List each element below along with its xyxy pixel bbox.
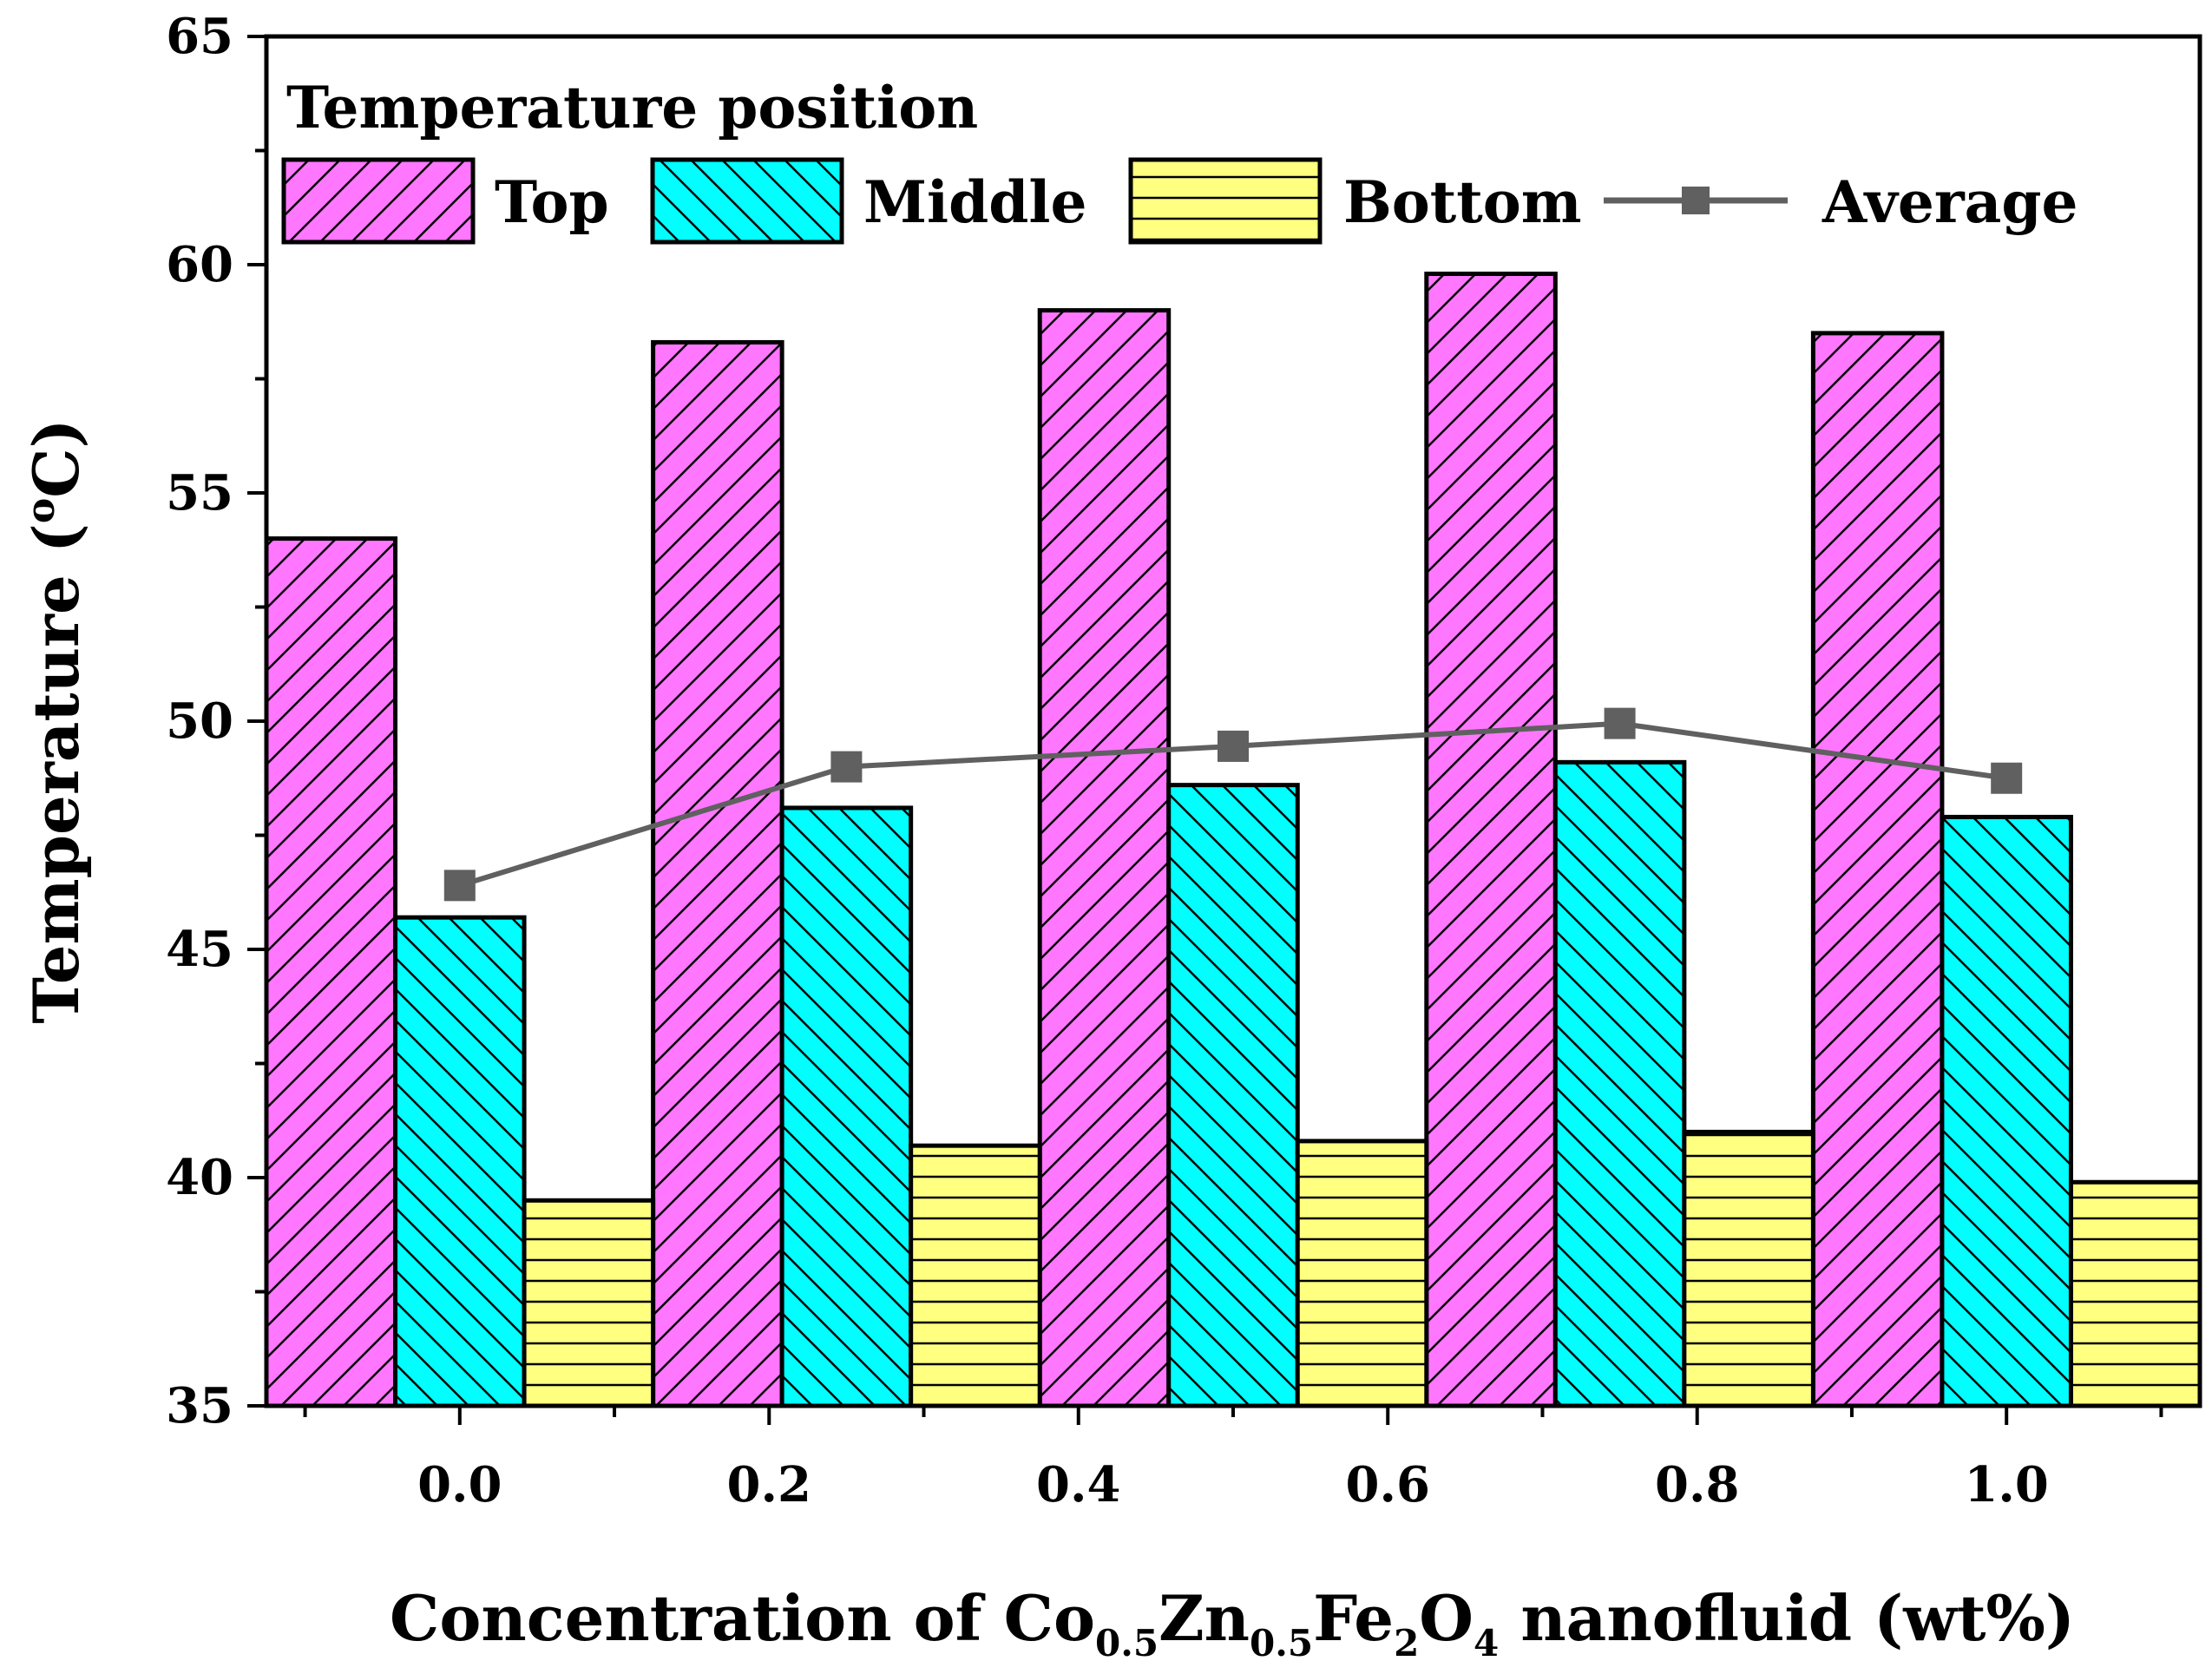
x-axis-title-subscript: 2 [1394, 1622, 1419, 1664]
x-axis-title-subscript: 0.5 [1095, 1622, 1159, 1664]
average-marker [1604, 707, 1636, 739]
y-tick-label: 65 [166, 8, 233, 65]
average-marker [1991, 762, 2023, 794]
bars-layer [264, 272, 2202, 1408]
bar-top-hatch [1037, 308, 1172, 1408]
bar-middle-hatch [1552, 759, 1687, 1408]
x-tick-label: 1.0 [1964, 1456, 2048, 1513]
legend-swatch-middle-hatch [650, 157, 844, 245]
average-line-layer [443, 707, 2023, 902]
legend-swatch-top-hatch [281, 157, 476, 245]
legend-swatch-bottom-hatch [1128, 157, 1323, 245]
bar-bottom-hatch [909, 1143, 1042, 1408]
x-axis-title-part: Zn [1159, 1581, 1250, 1655]
legend-label-average: Average [1821, 168, 2078, 236]
bar-top-hatch [264, 536, 398, 1408]
bar-middle-hatch [779, 805, 914, 1408]
legend-swatch-average-marker [1682, 187, 1710, 214]
x-axis-title-part: Concentration of Co [390, 1581, 1095, 1655]
bar-bottom-hatch [522, 1198, 656, 1408]
bar-bottom-hatch [2068, 1179, 2202, 1408]
y-tick-label: 35 [166, 1377, 233, 1434]
bar-top-hatch [1424, 272, 1558, 1408]
legend-label-top: Top [495, 168, 609, 236]
y-tick-label: 50 [166, 693, 233, 750]
y-tick-label: 55 [166, 464, 233, 522]
y-axis-title: Temperature (oC) [19, 418, 93, 1023]
legend-label-bottom: Bottom [1343, 168, 1582, 236]
y-axis-title-suffix: C) [19, 418, 93, 497]
bar-middle-hatch [1940, 814, 2073, 1408]
bar-middle-hatch [1166, 783, 1300, 1408]
y-axis-title-prefix: Temperature ( [19, 523, 93, 1024]
x-tick-label: 0.6 [1346, 1456, 1430, 1513]
average-marker [1218, 730, 1249, 762]
bar-middle-hatch [393, 915, 527, 1408]
x-axis-title-subscript: 4 [1474, 1622, 1499, 1664]
y-axis: 35 40 45 50 55 60 65 [166, 8, 266, 1434]
x-axis: 0.0 0.2 0.4 0.6 0.8 1.0 [303, 1406, 2163, 1513]
x-axis-title-part: O [1419, 1581, 1474, 1655]
bar-top-hatch [651, 339, 784, 1408]
x-axis-title-part: Fe [1313, 1581, 1394, 1655]
x-axis-title-subscript: 0.5 [1250, 1622, 1313, 1664]
bar-bottom-hatch [1682, 1129, 1815, 1408]
bar-bottom-hatch [1295, 1139, 1429, 1408]
x-tick-label: 0.4 [1036, 1456, 1120, 1513]
bar-top-hatch [1810, 331, 1945, 1408]
x-tick-label: 0.8 [1655, 1456, 1739, 1513]
legend-label-middle: Middle [863, 168, 1087, 236]
y-tick-label: 45 [166, 921, 233, 978]
x-axis-title-part: nanofluid (wt%) [1499, 1581, 2075, 1655]
x-axis-title: Concentration of Co0.5Zn0.5Fe2O4 nanoflu… [390, 1581, 2075, 1664]
legend-title: Temperature position [286, 74, 978, 141]
average-marker [443, 870, 476, 902]
y-axis-title-superscript: o [19, 498, 63, 523]
y-tick-label: 60 [166, 236, 233, 293]
y-tick-label: 40 [166, 1149, 233, 1206]
x-tick-label: 0.2 [727, 1456, 811, 1513]
average-marker [830, 751, 863, 783]
legend: Temperature position Top Middle Bottom A… [281, 74, 2078, 245]
x-tick-label: 0.0 [417, 1456, 502, 1513]
